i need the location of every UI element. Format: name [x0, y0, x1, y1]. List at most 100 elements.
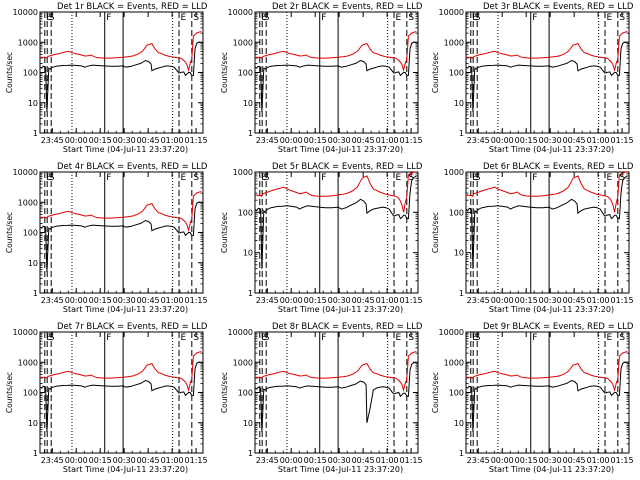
- marker-label: S: [193, 173, 199, 183]
- marker-label: F: [106, 333, 111, 343]
- marker-label: F: [321, 333, 326, 343]
- x-axis-label: Start Time (04-Jul-11 23:37:20): [278, 465, 403, 474]
- panel-title: Det 7r BLACK = Events, RED = LLD: [57, 322, 208, 332]
- marker-label: E: [607, 173, 613, 183]
- y-tick-label: 100: [449, 69, 464, 78]
- marker-label: E: [472, 173, 478, 183]
- y-tick-label: 1: [33, 289, 38, 298]
- marker-label: E: [396, 173, 402, 183]
- marker-label: E: [46, 13, 52, 23]
- marker-label: E: [607, 13, 613, 23]
- plot-frame: [254, 171, 419, 294]
- marker-label: E: [46, 173, 52, 183]
- x-axis-label: Start Time (04-Jul-11 23:37:20): [489, 465, 614, 474]
- marker-label: E: [261, 173, 267, 183]
- panel-det-8: Det 8r BLACK = Events, RED = LLD 1 10 100 10…: [220, 322, 423, 474]
- y-tick-label: 10000: [13, 8, 38, 17]
- x-tick-label: 01:00: [587, 136, 610, 145]
- y-axis-label: Counts/sec: [431, 52, 440, 93]
- y-tick-label: 10000: [13, 328, 38, 337]
- panel-title: Det 6r BLACK = Events, RED = LLD: [483, 162, 634, 172]
- x-tick-label: 00:30: [539, 136, 562, 145]
- marker-label: F: [532, 333, 537, 343]
- marker-label: S: [619, 13, 625, 23]
- x-tick-label: 23:45: [41, 136, 64, 145]
- marker-label: S: [264, 173, 270, 183]
- y-tick-label: 1000: [233, 38, 253, 47]
- marker-label: F: [106, 13, 111, 23]
- y-axis-label: Counts/sec: [220, 372, 229, 413]
- x-tick-label: 01:00: [161, 136, 184, 145]
- panel-title: Det 3r BLACK = Events, RED = LLD: [483, 2, 634, 12]
- x-tick-label: 00:45: [137, 456, 160, 465]
- series-lld: [254, 31, 417, 73]
- panel-title: Det 9r BLACK = Events, RED = LLD: [483, 322, 634, 332]
- x-tick-label: 23:45: [467, 136, 490, 145]
- marker-label: F: [106, 173, 111, 183]
- marker-label: S: [49, 13, 55, 23]
- y-tick-label: 10: [454, 419, 464, 428]
- x-axis-label: Start Time (04-Jul-11 23:37:20): [489, 305, 614, 314]
- marker-label: E: [181, 13, 187, 23]
- marker-label: E: [261, 13, 267, 23]
- y-tick-label: 10000: [228, 8, 253, 17]
- y-tick-label: 10: [28, 419, 38, 428]
- y-tick-label: 10000: [439, 328, 464, 337]
- marker-label: E: [472, 13, 478, 23]
- x-tick-label: 00:30: [328, 296, 351, 305]
- x-tick-label: 01:15: [611, 296, 634, 305]
- x-tick-label: 01:00: [161, 296, 184, 305]
- x-tick-label: 00:45: [563, 456, 586, 465]
- marker-label: S: [619, 333, 625, 343]
- panel-title: Det 5r BLACK = Events, RED = LLD: [272, 162, 423, 172]
- x-tick-label: 00:00: [280, 456, 303, 465]
- y-axis-label: Counts/sec: [220, 52, 229, 93]
- y-tick-label: 1: [459, 289, 464, 298]
- x-tick-label: 01:00: [376, 136, 399, 145]
- marker-label: S: [408, 333, 414, 343]
- x-tick-label: 00:15: [304, 296, 327, 305]
- x-tick-label: 00:00: [491, 136, 514, 145]
- panel-det-6: Det 6r BLACK = Events, RED = LLD 1 10 100 10…: [431, 162, 634, 314]
- y-axis-label: Counts/sec: [5, 52, 14, 93]
- marker-label: E: [472, 333, 478, 343]
- panel-title: Det 1r BLACK = Events, RED = LLD: [57, 2, 208, 12]
- panel-det-3: Det 3r BLACK = Events, RED = LLD 1 10 100 10…: [431, 2, 634, 154]
- y-tick-label: 1: [248, 129, 253, 138]
- series-events: [465, 175, 628, 269]
- x-tick-label: 23:45: [256, 456, 279, 465]
- x-tick-label: 00:30: [539, 456, 562, 465]
- y-tick-label: 10000: [228, 328, 253, 337]
- series-lld: [39, 191, 202, 233]
- y-tick-label: 1000: [444, 168, 464, 177]
- y-tick-label: 10: [243, 249, 253, 258]
- x-tick-label: 01:15: [400, 136, 423, 145]
- marker-label: F: [321, 173, 326, 183]
- marker-label: S: [193, 13, 199, 23]
- x-tick-label: 00:30: [113, 456, 136, 465]
- y-tick-label: 10: [454, 99, 464, 108]
- y-tick-label: 1: [33, 449, 38, 458]
- x-tick-label: 00:45: [137, 136, 160, 145]
- marker-label: S: [264, 333, 270, 343]
- x-tick-label: 00:15: [515, 136, 538, 145]
- x-tick-label: 01:00: [376, 456, 399, 465]
- panel-det-7: Det 7r BLACK = Events, RED = LLD 1 10 100 10…: [5, 322, 208, 474]
- marker-label: E: [261, 333, 267, 343]
- x-axis-label: Start Time (04-Jul-11 23:37:20): [63, 145, 188, 154]
- y-tick-label: 100: [23, 69, 38, 78]
- x-tick-label: 01:00: [587, 456, 610, 465]
- x-tick-label: 01:15: [185, 456, 208, 465]
- x-tick-label: 01:15: [611, 456, 634, 465]
- marker-label: S: [475, 173, 481, 183]
- marker-label: S: [193, 333, 199, 343]
- x-tick-label: 00:45: [563, 136, 586, 145]
- y-tick-label: 100: [23, 229, 38, 238]
- y-tick-label: 1000: [444, 358, 464, 367]
- y-tick-label: 1000: [18, 198, 38, 207]
- x-tick-label: 00:00: [280, 136, 303, 145]
- y-tick-label: 10000: [13, 168, 38, 177]
- x-tick-label: 00:45: [352, 456, 375, 465]
- y-tick-label: 10: [243, 419, 253, 428]
